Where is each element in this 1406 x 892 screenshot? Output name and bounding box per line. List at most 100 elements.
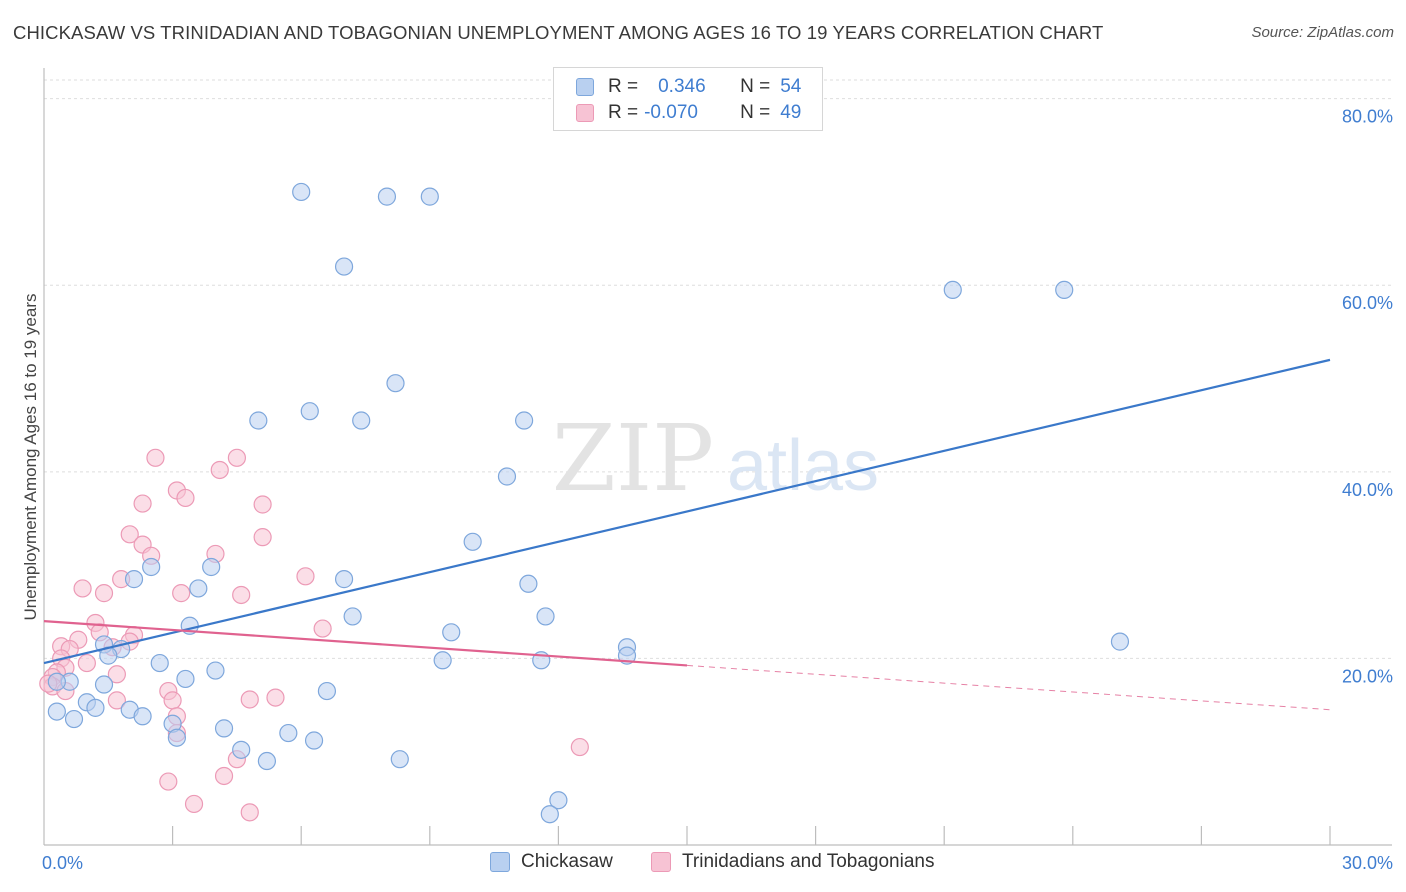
legend-n-value: 49 [780, 102, 802, 123]
chickasaw-point [390, 750, 409, 769]
trinidadian-point [253, 528, 272, 547]
trinidadian-point [227, 448, 246, 467]
chickasaw-point [463, 532, 482, 551]
chickasaw-point [167, 728, 186, 747]
trinidadian-trend-line-extension [686, 664, 1331, 711]
trend-lines [43, 358, 1331, 711]
series-legend: Chickasaw Trinidadians and Tobagonians [0, 851, 1406, 877]
trinidadian-point [120, 525, 139, 544]
legend-r-value: 0.346 [658, 76, 706, 97]
chickasaw-point [214, 719, 234, 738]
trinidadian-point [313, 619, 332, 638]
trinidadian-point [107, 691, 126, 710]
chickasaw-trend-line [43, 358, 1331, 665]
y-axis-label: Unemployment Among Ages 16 to 19 years [21, 294, 40, 621]
chickasaw-point [47, 702, 66, 721]
chickasaw-point [433, 651, 452, 670]
trinidadian-point [107, 665, 126, 684]
chickasaw-point [292, 182, 311, 202]
trinidadian-point [570, 737, 589, 757]
y-tick-label: 60.0% [1342, 293, 1393, 313]
chickasaw-point [540, 805, 559, 824]
trinidadian-point [214, 766, 234, 786]
chickasaw-point [442, 623, 461, 642]
chickasaw-point [257, 751, 277, 771]
trinidadian-point [146, 448, 165, 467]
legend-swatch-pink [576, 104, 594, 122]
trinidadian-point [73, 579, 92, 598]
chickasaw-point [206, 661, 225, 680]
chickasaw-point [343, 607, 362, 626]
trinidadian-point [210, 460, 229, 480]
legend-n-label: N = [740, 76, 771, 97]
correlation-legend: R = 0.346 N = 54 R = -0.070 N = 49 [553, 67, 823, 131]
chart-title: CHICKASAW VS TRINIDADIAN AND TOBAGONIAN … [13, 22, 1104, 43]
series-swatch-blue [490, 852, 510, 872]
chickasaw-point [497, 467, 517, 486]
chickasaw-point [300, 402, 319, 421]
chickasaw-point [536, 607, 555, 626]
legend-row-trinidadian: R = -0.070 N = 49 [576, 100, 801, 126]
chickasaw-point [150, 653, 169, 673]
chickasaw-point [519, 574, 538, 593]
chickasaw-point [420, 187, 439, 206]
trinidadian-trend-line [43, 620, 688, 667]
chickasaw-point [124, 570, 144, 589]
chickasaw-point [133, 707, 152, 726]
chickasaw-point [304, 731, 324, 750]
trinidadian-point [172, 584, 191, 603]
watermark-zip: ZIP [552, 405, 714, 512]
gridlines [44, 79, 1392, 659]
trinidadian-points [39, 448, 589, 822]
ticks: 20.0% 40.0% 60.0% 80.0% 0.0% 30.0% [42, 107, 1393, 873]
chickasaw-point [142, 557, 161, 577]
trinidadian-point [94, 584, 114, 603]
chickasaw-point [617, 646, 637, 665]
axes [43, 68, 1392, 846]
chickasaw-point [515, 411, 534, 430]
trinidadian-point [77, 653, 96, 673]
legend-n-value: 54 [780, 76, 802, 97]
chickasaw-points [47, 182, 1130, 824]
legend-swatch-blue [576, 78, 594, 96]
legend-r-label: R = [608, 102, 639, 123]
trinidadian-point [184, 794, 204, 814]
chickasaw-point [1055, 280, 1074, 300]
series-label-chickasaw: Chickasaw [521, 851, 613, 872]
chickasaw-point [176, 669, 195, 689]
legend-row-chickasaw: R = 0.346 N = 54 [576, 74, 801, 100]
chickasaw-point [317, 681, 337, 701]
y-tick-label: 40.0% [1342, 480, 1393, 500]
trinidadian-point [240, 690, 259, 709]
chickasaw-point [386, 374, 405, 393]
chickasaw-point [1110, 632, 1130, 651]
series-label-trinidadian: Trinidadians and Tobagonians [682, 851, 935, 872]
chickasaw-point [352, 411, 371, 430]
chickasaw-point [189, 579, 208, 598]
trinidadian-point [266, 688, 285, 707]
series-legend-chickasaw: Chickasaw [490, 851, 613, 873]
x-tick-label: 30.0% [1342, 853, 1393, 873]
x-tick-label: 0.0% [42, 853, 83, 873]
trinidadian-point [176, 488, 195, 508]
chickasaw-point [377, 187, 397, 206]
chickasaw-point [47, 672, 66, 691]
chickasaw-point [64, 709, 84, 729]
y-tick-label: 80.0% [1342, 107, 1393, 127]
legend-r-label: R = [608, 76, 639, 97]
trinidadian-point [159, 772, 178, 791]
source-credit: Source: ZipAtlas.com [1251, 24, 1394, 41]
legend-r-value: -0.070 [644, 102, 698, 123]
chickasaw-point [94, 675, 114, 694]
chickasaw-point [549, 791, 568, 810]
chickasaw-point [334, 257, 354, 276]
trinidadian-point [253, 495, 272, 514]
series-swatch-pink [651, 852, 671, 872]
trinidadian-point [232, 585, 251, 605]
chickasaw-point [943, 280, 962, 300]
trinidadian-point [296, 567, 315, 586]
chickasaw-point [249, 411, 268, 430]
trinidadian-point [133, 494, 152, 513]
legend-n-label: N = [740, 102, 771, 123]
